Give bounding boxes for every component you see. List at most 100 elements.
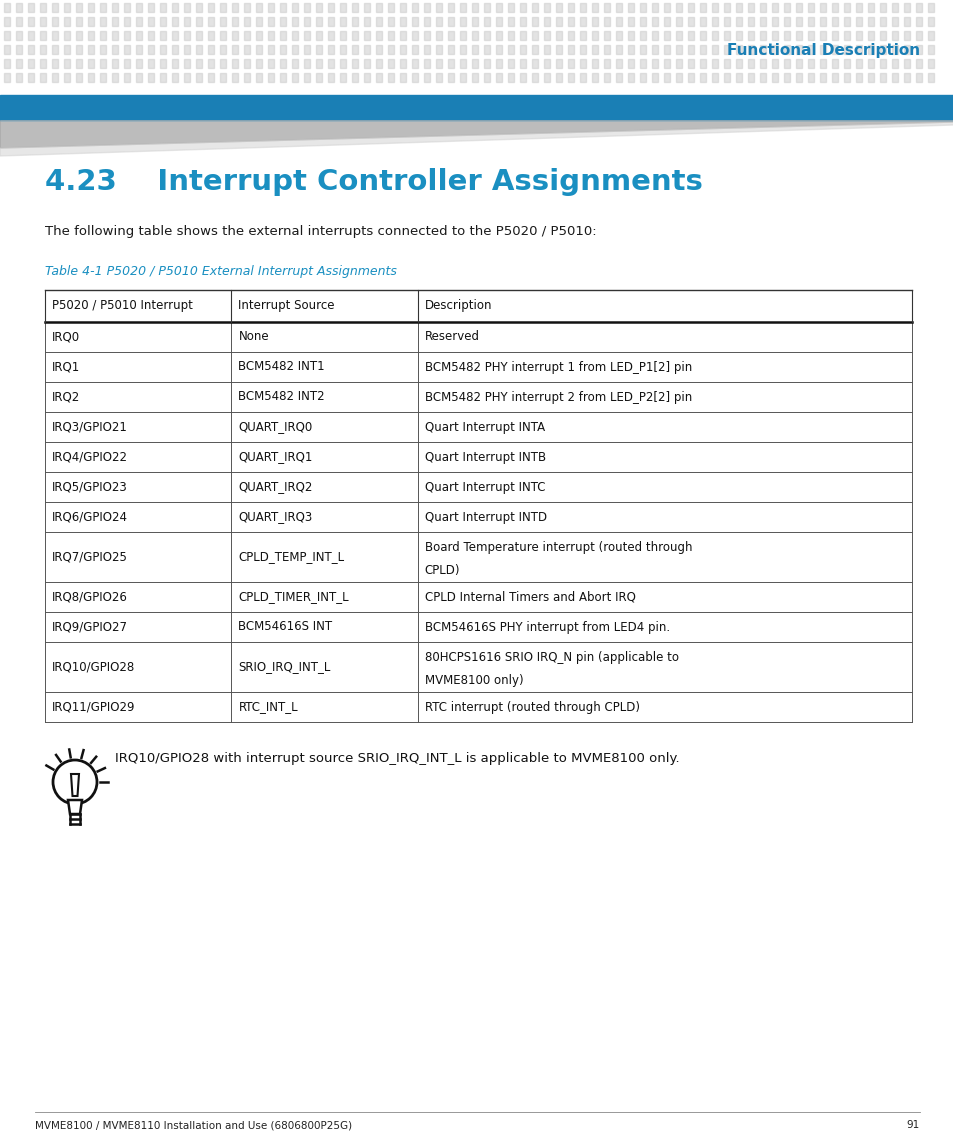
Bar xyxy=(483,31,490,40)
Bar xyxy=(4,17,10,26)
Bar xyxy=(663,60,669,68)
Bar xyxy=(64,60,70,68)
Bar xyxy=(855,45,862,54)
Bar xyxy=(339,45,346,54)
Bar xyxy=(148,31,153,40)
Bar xyxy=(747,17,753,26)
Bar xyxy=(364,31,370,40)
Bar xyxy=(28,31,34,40)
Bar xyxy=(76,60,82,68)
Bar xyxy=(592,17,598,26)
Bar xyxy=(436,60,441,68)
Bar xyxy=(160,60,166,68)
Bar xyxy=(76,31,82,40)
Bar xyxy=(328,45,334,54)
Bar xyxy=(388,60,394,68)
Bar xyxy=(172,73,178,82)
Bar xyxy=(879,3,885,11)
Text: QUART_IRQ1: QUART_IRQ1 xyxy=(238,450,313,464)
Bar xyxy=(255,73,262,82)
Bar xyxy=(268,45,274,54)
Text: 80HCPS1616 SRIO IRQ_N pin (applicable to: 80HCPS1616 SRIO IRQ_N pin (applicable to xyxy=(424,650,679,663)
Bar xyxy=(304,73,310,82)
Bar xyxy=(375,45,381,54)
Bar xyxy=(651,73,658,82)
Bar xyxy=(375,60,381,68)
Bar xyxy=(915,60,921,68)
Bar xyxy=(783,45,789,54)
Bar xyxy=(532,73,537,82)
Bar xyxy=(676,31,681,40)
Text: CPLD_TIMER_INT_L: CPLD_TIMER_INT_L xyxy=(238,591,349,603)
Bar xyxy=(843,31,849,40)
Bar xyxy=(867,3,873,11)
Bar xyxy=(807,60,813,68)
Bar xyxy=(879,73,885,82)
Bar xyxy=(4,31,10,40)
Bar xyxy=(88,45,94,54)
Bar xyxy=(879,17,885,26)
Polygon shape xyxy=(0,120,953,148)
Bar xyxy=(543,3,550,11)
Bar xyxy=(184,45,190,54)
Bar xyxy=(136,60,142,68)
Bar xyxy=(352,73,357,82)
Bar xyxy=(891,45,897,54)
Bar xyxy=(315,17,322,26)
Bar xyxy=(448,17,454,26)
Bar xyxy=(639,17,645,26)
Bar xyxy=(771,60,778,68)
Bar xyxy=(184,60,190,68)
Bar xyxy=(843,17,849,26)
Bar xyxy=(927,3,933,11)
Bar xyxy=(687,60,693,68)
Bar xyxy=(843,60,849,68)
Bar xyxy=(339,31,346,40)
Bar xyxy=(232,73,237,82)
Bar xyxy=(280,31,286,40)
Text: MVME8100 / MVME8110 Installation and Use (6806800P25G): MVME8100 / MVME8110 Installation and Use… xyxy=(35,1120,352,1130)
Bar xyxy=(16,45,22,54)
Bar xyxy=(687,45,693,54)
Bar xyxy=(735,60,741,68)
Bar xyxy=(700,31,705,40)
Bar xyxy=(268,73,274,82)
Bar xyxy=(519,73,525,82)
Bar xyxy=(388,73,394,82)
Bar xyxy=(136,17,142,26)
Text: BCM5482 INT2: BCM5482 INT2 xyxy=(238,390,325,403)
Text: Quart Interrupt INTB: Quart Interrupt INTB xyxy=(424,450,545,464)
Bar xyxy=(208,17,213,26)
Text: IRQ6/GPIO24: IRQ6/GPIO24 xyxy=(52,511,128,523)
Text: IRQ3/GPIO21: IRQ3/GPIO21 xyxy=(52,420,128,434)
Bar xyxy=(627,60,634,68)
Bar xyxy=(783,73,789,82)
Bar xyxy=(483,3,490,11)
Bar xyxy=(795,17,801,26)
Bar xyxy=(676,17,681,26)
Bar xyxy=(592,3,598,11)
Bar xyxy=(292,60,297,68)
Bar xyxy=(40,60,46,68)
Bar xyxy=(855,73,862,82)
Bar xyxy=(16,73,22,82)
Text: SRIO_IRQ_INT_L: SRIO_IRQ_INT_L xyxy=(238,661,331,673)
Bar xyxy=(507,73,514,82)
Bar xyxy=(388,31,394,40)
Bar xyxy=(639,60,645,68)
Bar xyxy=(220,17,226,26)
Bar xyxy=(891,31,897,40)
Bar xyxy=(700,60,705,68)
Bar xyxy=(292,73,297,82)
Bar xyxy=(831,3,837,11)
Bar xyxy=(627,17,634,26)
Bar xyxy=(255,31,262,40)
Bar xyxy=(412,31,417,40)
Bar xyxy=(687,3,693,11)
Bar xyxy=(195,73,202,82)
Bar xyxy=(160,17,166,26)
Bar xyxy=(663,45,669,54)
Bar xyxy=(64,3,70,11)
Bar xyxy=(831,45,837,54)
Bar xyxy=(592,73,598,82)
